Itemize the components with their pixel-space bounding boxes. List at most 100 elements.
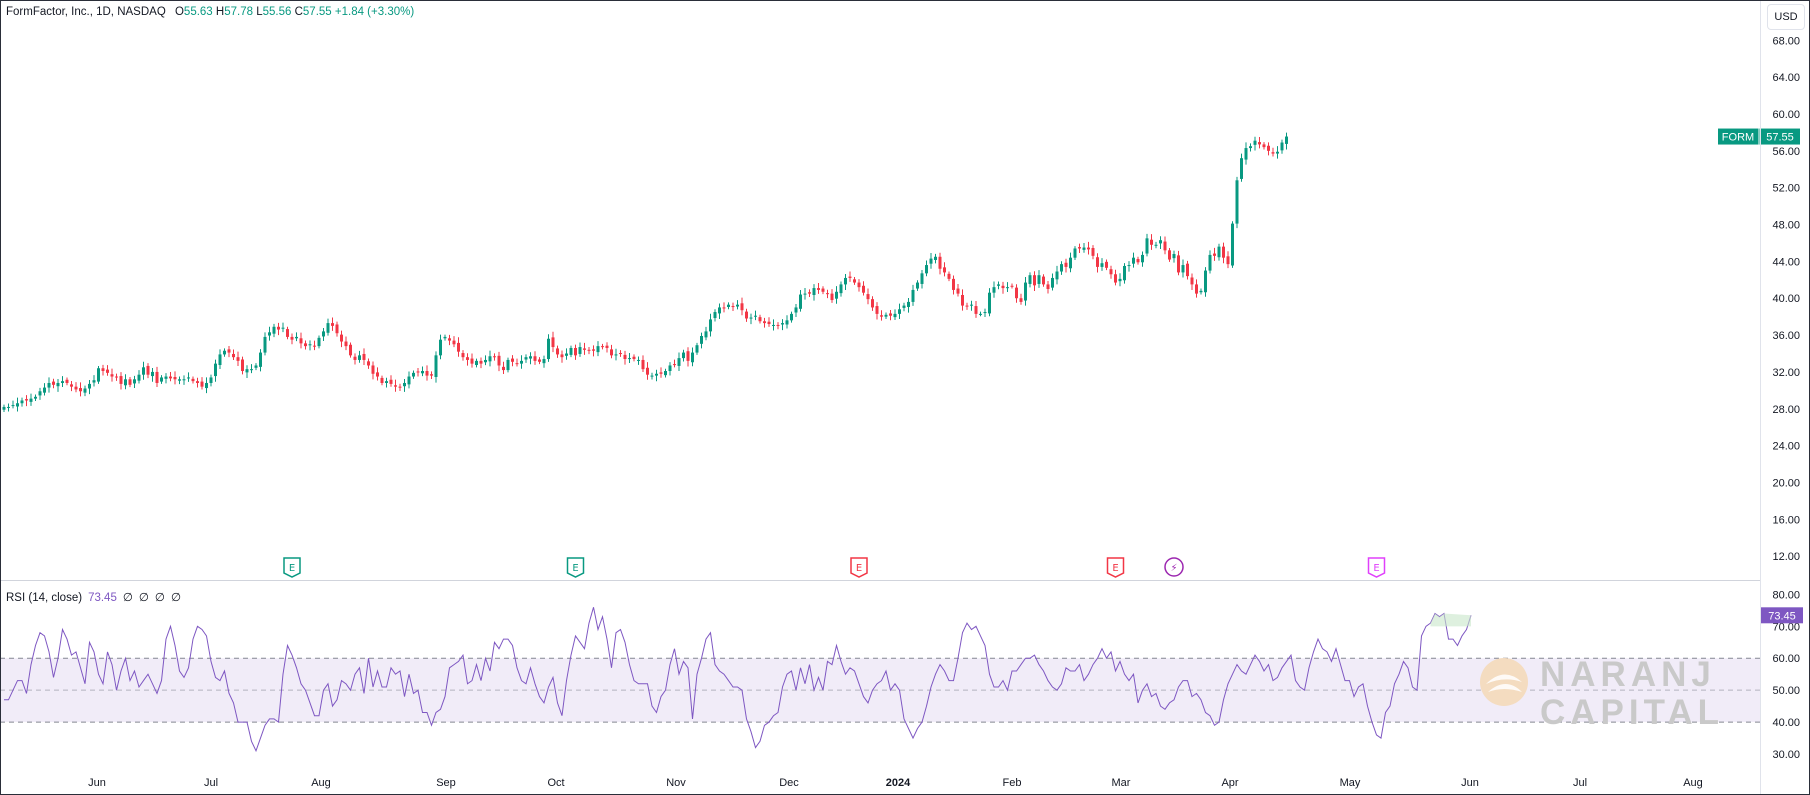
rsi-legend[interactable]: RSI (14, close) 73.45 ∅ ∅ ∅ ∅ [6, 590, 181, 604]
candle[interactable] [1150, 234, 1153, 250]
candle[interactable] [956, 284, 960, 297]
candle[interactable] [1249, 143, 1252, 152]
candle[interactable] [65, 377, 69, 386]
candle[interactable] [358, 350, 361, 363]
candle[interactable] [1064, 258, 1068, 273]
candle[interactable] [1276, 146, 1279, 159]
candle[interactable] [155, 366, 159, 387]
candle[interactable] [736, 300, 739, 310]
candle[interactable] [803, 287, 807, 300]
candle[interactable] [695, 342, 699, 355]
candle[interactable] [1105, 259, 1108, 271]
candle[interactable] [1024, 276, 1027, 306]
candle[interactable] [196, 377, 199, 388]
candle[interactable] [322, 327, 325, 341]
candle[interactable] [1010, 283, 1014, 289]
candle[interactable] [1091, 245, 1095, 260]
candle[interactable] [187, 372, 190, 382]
candle[interactable] [133, 375, 136, 388]
candle[interactable] [1019, 293, 1023, 305]
candle[interactable] [677, 352, 681, 372]
candle[interactable] [412, 370, 415, 379]
candle[interactable] [191, 376, 195, 384]
candle[interactable] [110, 368, 114, 382]
candle[interactable] [434, 351, 438, 383]
candle[interactable] [443, 334, 447, 341]
candle[interactable] [1015, 284, 1018, 303]
candle[interactable] [79, 382, 82, 397]
candle[interactable] [907, 297, 910, 313]
candle[interactable] [371, 361, 375, 380]
candle[interactable] [929, 252, 933, 269]
candle[interactable] [938, 252, 942, 275]
earnings-event-icon[interactable]: E [566, 557, 585, 578]
candle[interactable] [880, 310, 883, 321]
candle[interactable] [502, 361, 505, 375]
candle[interactable] [1001, 281, 1005, 294]
candle[interactable] [925, 260, 928, 277]
earnings-event-icon[interactable]: E [1367, 557, 1386, 578]
candle[interactable] [1132, 252, 1135, 268]
candle[interactable] [614, 348, 618, 361]
candle[interactable] [916, 280, 919, 291]
candle[interactable] [983, 308, 987, 318]
candle[interactable] [16, 397, 19, 412]
candle[interactable] [214, 359, 217, 382]
candle[interactable] [380, 375, 384, 386]
candle[interactable] [461, 350, 465, 361]
earnings-event-icon[interactable]: E [283, 557, 301, 578]
candle[interactable] [466, 353, 469, 366]
candle[interactable] [259, 349, 262, 372]
candle[interactable] [515, 358, 519, 367]
candle[interactable] [295, 332, 298, 342]
candle[interactable] [650, 372, 654, 380]
candle[interactable] [416, 368, 420, 377]
candle[interactable] [776, 322, 780, 330]
candle[interactable] [389, 375, 393, 387]
candle[interactable] [758, 314, 762, 324]
candle[interactable] [475, 358, 478, 368]
candle[interactable] [1145, 233, 1149, 257]
candle[interactable] [326, 318, 330, 336]
candle[interactable] [988, 288, 991, 317]
candle[interactable] [826, 289, 829, 299]
candle[interactable] [497, 351, 501, 372]
candle[interactable] [718, 303, 721, 320]
candle[interactable] [583, 342, 586, 355]
candle[interactable] [1042, 274, 1045, 287]
candle[interactable] [1033, 271, 1036, 291]
candle[interactable] [236, 351, 240, 366]
candle[interactable] [245, 365, 249, 379]
candle[interactable] [227, 345, 231, 358]
candle[interactable] [817, 283, 820, 294]
candle[interactable] [1078, 243, 1081, 253]
candle[interactable] [385, 377, 388, 388]
candle[interactable] [1141, 251, 1144, 267]
candle[interactable] [97, 365, 100, 384]
candle[interactable] [871, 296, 874, 311]
candle[interactable] [920, 269, 924, 289]
candle[interactable] [34, 394, 37, 401]
candle[interactable] [709, 313, 712, 337]
candle[interactable] [452, 336, 456, 348]
candle[interactable] [115, 373, 118, 381]
candle[interactable] [151, 367, 154, 382]
candle[interactable] [1154, 241, 1158, 249]
candle[interactable] [1285, 132, 1288, 150]
candle[interactable] [1280, 139, 1284, 154]
candle[interactable] [781, 319, 784, 331]
candle[interactable] [61, 376, 64, 387]
candle[interactable] [394, 379, 397, 392]
candle[interactable] [398, 383, 402, 391]
candle[interactable] [848, 271, 852, 282]
candle[interactable] [763, 317, 766, 328]
candle[interactable] [223, 348, 226, 357]
candle[interactable] [2, 404, 6, 413]
candle[interactable] [137, 370, 141, 384]
candle[interactable] [241, 356, 244, 375]
candle[interactable] [578, 342, 582, 357]
candle[interactable] [979, 311, 982, 317]
earnings-event-icon[interactable]: E [850, 557, 868, 578]
candle[interactable] [1172, 250, 1176, 263]
